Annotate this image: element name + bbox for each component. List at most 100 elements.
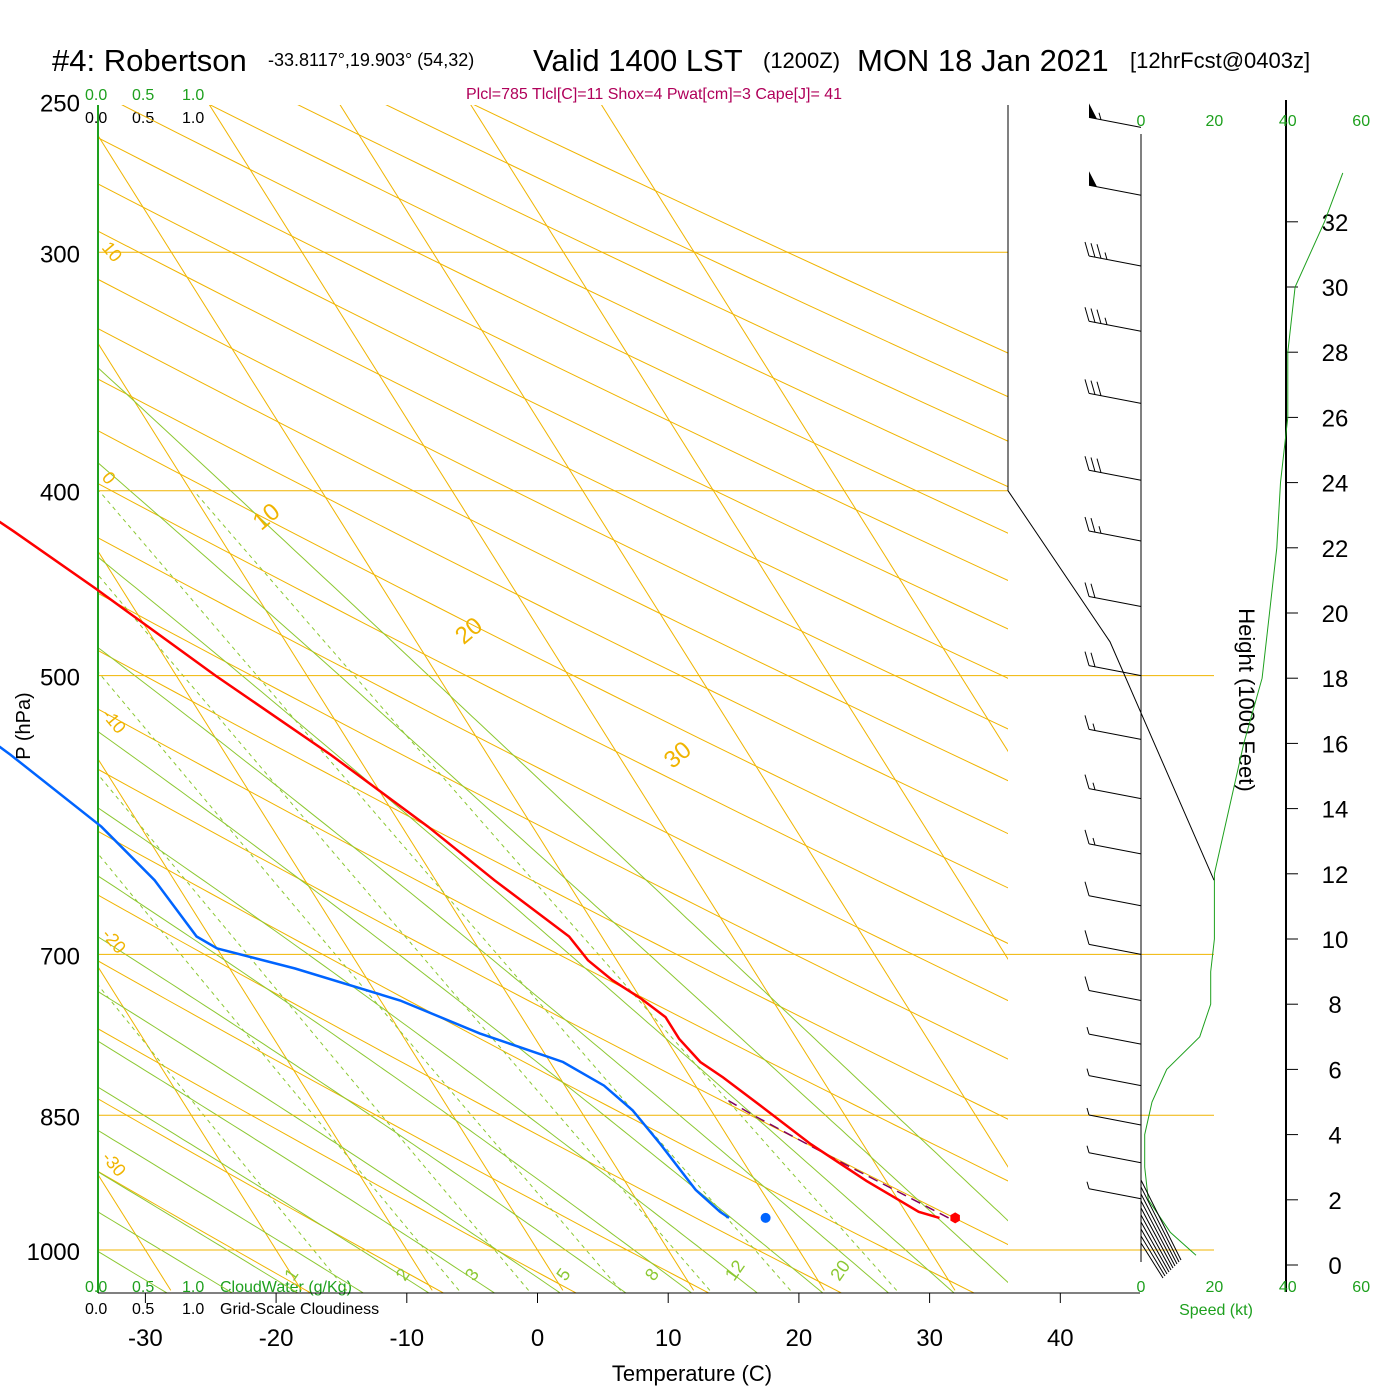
- wind-barb: [1084, 582, 1142, 607]
- speed-tick-label-bottom: 60: [1352, 1279, 1370, 1296]
- dry-adiabat: [98, 960, 710, 1293]
- cloud-bottom-green-0: 0.0: [85, 1279, 107, 1296]
- wind-barb: [1086, 1026, 1142, 1045]
- wind-barb-half-feather: [1098, 112, 1102, 120]
- wind-barb: [1086, 1145, 1142, 1164]
- mixing-ratio-line: [98, 490, 791, 1291]
- wind-speed-profile: [1144, 172, 1344, 1256]
- moist-adiabat: [98, 367, 1008, 1222]
- surface-wind-tick: [1140, 1200, 1176, 1267]
- cloud-scale-top: 0.0 0.5 1.0 0.0 0.5 1.0: [85, 87, 204, 127]
- moist-adiabat: [98, 731, 824, 1293]
- moist-adiabat: [98, 646, 890, 1293]
- dry-adiabat: [98, 592, 1008, 1060]
- wind-barb-feather: [1084, 715, 1090, 730]
- wind-panel-divider: [1007, 105, 1215, 881]
- height-tick-label: 26: [1322, 405, 1349, 432]
- surface-wind-tick: [1140, 1221, 1170, 1273]
- wind-barb-feather: [1090, 308, 1096, 323]
- surface-wind-tick: [1140, 1179, 1182, 1261]
- cloud-top-black-2: 1.0: [182, 110, 204, 127]
- moist-adiabat: [98, 807, 759, 1293]
- left-isotherm-label: -30: [98, 1148, 130, 1181]
- wind-barb-feather: [1084, 516, 1090, 532]
- cloud-bottom-black-1: 0.5: [132, 1301, 154, 1318]
- wind-barb-half-feather: [1086, 1026, 1090, 1035]
- surface-dewpoint-marker: [760, 1212, 771, 1223]
- cloud-bottom-black-0: 0.0: [85, 1301, 107, 1318]
- isotherm-line: [339, 105, 1008, 1168]
- height-tick-label: 30: [1322, 275, 1349, 302]
- height-tick-label: 20: [1322, 601, 1349, 628]
- wind-barb: [1084, 651, 1142, 677]
- x-tick-label: 10: [655, 1325, 682, 1352]
- mixing-ratio-line: [98, 984, 348, 1291]
- wind-barb-staff: [1088, 392, 1142, 404]
- sounding-profiles: [0, 520, 960, 1224]
- height-tick-label: 6: [1328, 1057, 1341, 1084]
- x-tick-label: -10: [389, 1325, 424, 1352]
- speed-tick-label-bottom: 20: [1206, 1279, 1224, 1296]
- wind-barb-staff: [1088, 1152, 1142, 1164]
- wind-barb-feather: [1084, 774, 1090, 789]
- x-tick-label: 40: [1047, 1325, 1074, 1352]
- wind-barb: [1084, 829, 1142, 855]
- height-tick-label: 12: [1322, 862, 1349, 889]
- station-title: #4: Robertson: [52, 43, 247, 78]
- wind-barb: [1086, 1181, 1142, 1200]
- speed-tick-label-bottom: 40: [1279, 1279, 1297, 1296]
- wind-barb: [1086, 1068, 1142, 1087]
- wind-barb-feather: [1084, 881, 1090, 896]
- wind-barb-staff: [1088, 990, 1142, 1001]
- wind-barb-feather: [1084, 582, 1090, 597]
- isotherm-line: [98, 1173, 172, 1291]
- isotherm-line: [98, 758, 433, 1291]
- moist-adiabat: [98, 936, 627, 1293]
- wind-barb-staff: [1088, 469, 1142, 481]
- cloud-top-green-1: 0.5: [132, 87, 154, 104]
- wind-barb-staff: [1088, 320, 1142, 332]
- wind-barb: [1084, 241, 1142, 267]
- y-tick-label: 700: [40, 943, 80, 970]
- isotherm-line: [470, 105, 1008, 960]
- isotherm-label: 20: [450, 612, 488, 650]
- dry-adiabat: [98, 430, 1008, 889]
- wind-barb-feather: [1090, 380, 1096, 395]
- dry-adiabat: [98, 649, 1008, 1120]
- surface-wind-tick: [1140, 1228, 1168, 1275]
- dry-adiabat: [98, 378, 1008, 835]
- cloud-top-green-2: 1.0: [182, 87, 204, 104]
- surface-wind-tick: [1140, 1193, 1178, 1265]
- left-isotherm-label: -10: [98, 705, 130, 738]
- wind-barb-staff: [1088, 116, 1142, 128]
- x-tick-label: 20: [786, 1325, 813, 1352]
- mixing-ratio-label: 5: [552, 1265, 574, 1285]
- wind-barb: [1084, 976, 1142, 1001]
- dry-adiabat: [98, 483, 1008, 945]
- mixing-ratio-line: [98, 852, 460, 1291]
- speed-tick-label-top: 20: [1206, 113, 1224, 130]
- dry-adiabat: [98, 183, 1008, 630]
- wind-barb-feather: [1084, 651, 1090, 666]
- wind-barb-staff: [1088, 665, 1142, 677]
- wind-panel: 0246810121416182022242628303200202040406…: [1084, 100, 1370, 1296]
- surface-wind-tick: [1140, 1235, 1166, 1277]
- wind-barb: [1084, 881, 1142, 907]
- wind-barb-feather: [1096, 458, 1102, 473]
- left-isotherm-label: -20: [98, 925, 130, 958]
- height-tick-label: 14: [1322, 797, 1349, 824]
- mixing-ratio-label: 12: [721, 1256, 749, 1284]
- surface-wind-tick: [1140, 1242, 1164, 1279]
- chart-grid: [98, 105, 1214, 1293]
- height-tick-label: 28: [1322, 340, 1349, 367]
- wind-barb-staff: [1088, 728, 1142, 740]
- wind-barb-staff: [1088, 596, 1142, 607]
- isotherm-label: 30: [659, 736, 697, 774]
- dry-adiabat: [98, 278, 1008, 730]
- speed-axis-title: Speed (kt): [1179, 1302, 1253, 1319]
- wind-barb-half-feather: [1104, 252, 1108, 260]
- moist-adiabat: [98, 1129, 365, 1293]
- x-tick-label: -30: [128, 1325, 163, 1352]
- wind-barb-staff: [1088, 1114, 1142, 1126]
